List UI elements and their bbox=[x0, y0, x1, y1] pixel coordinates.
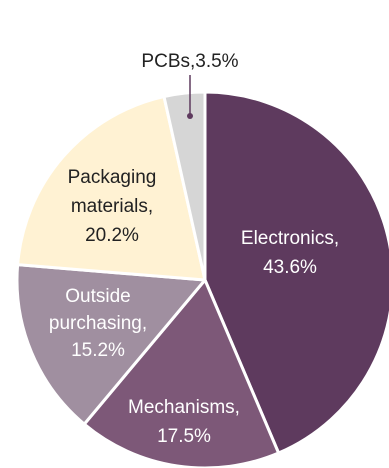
pie-slice-packaging-materials bbox=[16, 95, 207, 282]
pie-slice-pcbs bbox=[162, 90, 207, 282]
leader-dot-pcbs bbox=[187, 113, 193, 119]
slice-label-mechanisms: Mechanisms, 17.5% bbox=[128, 397, 240, 447]
pie-slice-mechanisms bbox=[82, 278, 281, 468]
slice-label-pcbs: PCBs,3.5% bbox=[141, 51, 238, 72]
slice-label-electronics: Electronics, 43.6% bbox=[241, 228, 339, 278]
slice-label-packaging-materials: Packaging materials, 20.2% bbox=[68, 167, 157, 246]
pie-slice-outside-purchasing bbox=[15, 263, 207, 426]
pie-slice-electronics bbox=[203, 90, 389, 455]
slice-label-outside-purchasing: Outside purchasing, 15.2% bbox=[49, 286, 147, 361]
